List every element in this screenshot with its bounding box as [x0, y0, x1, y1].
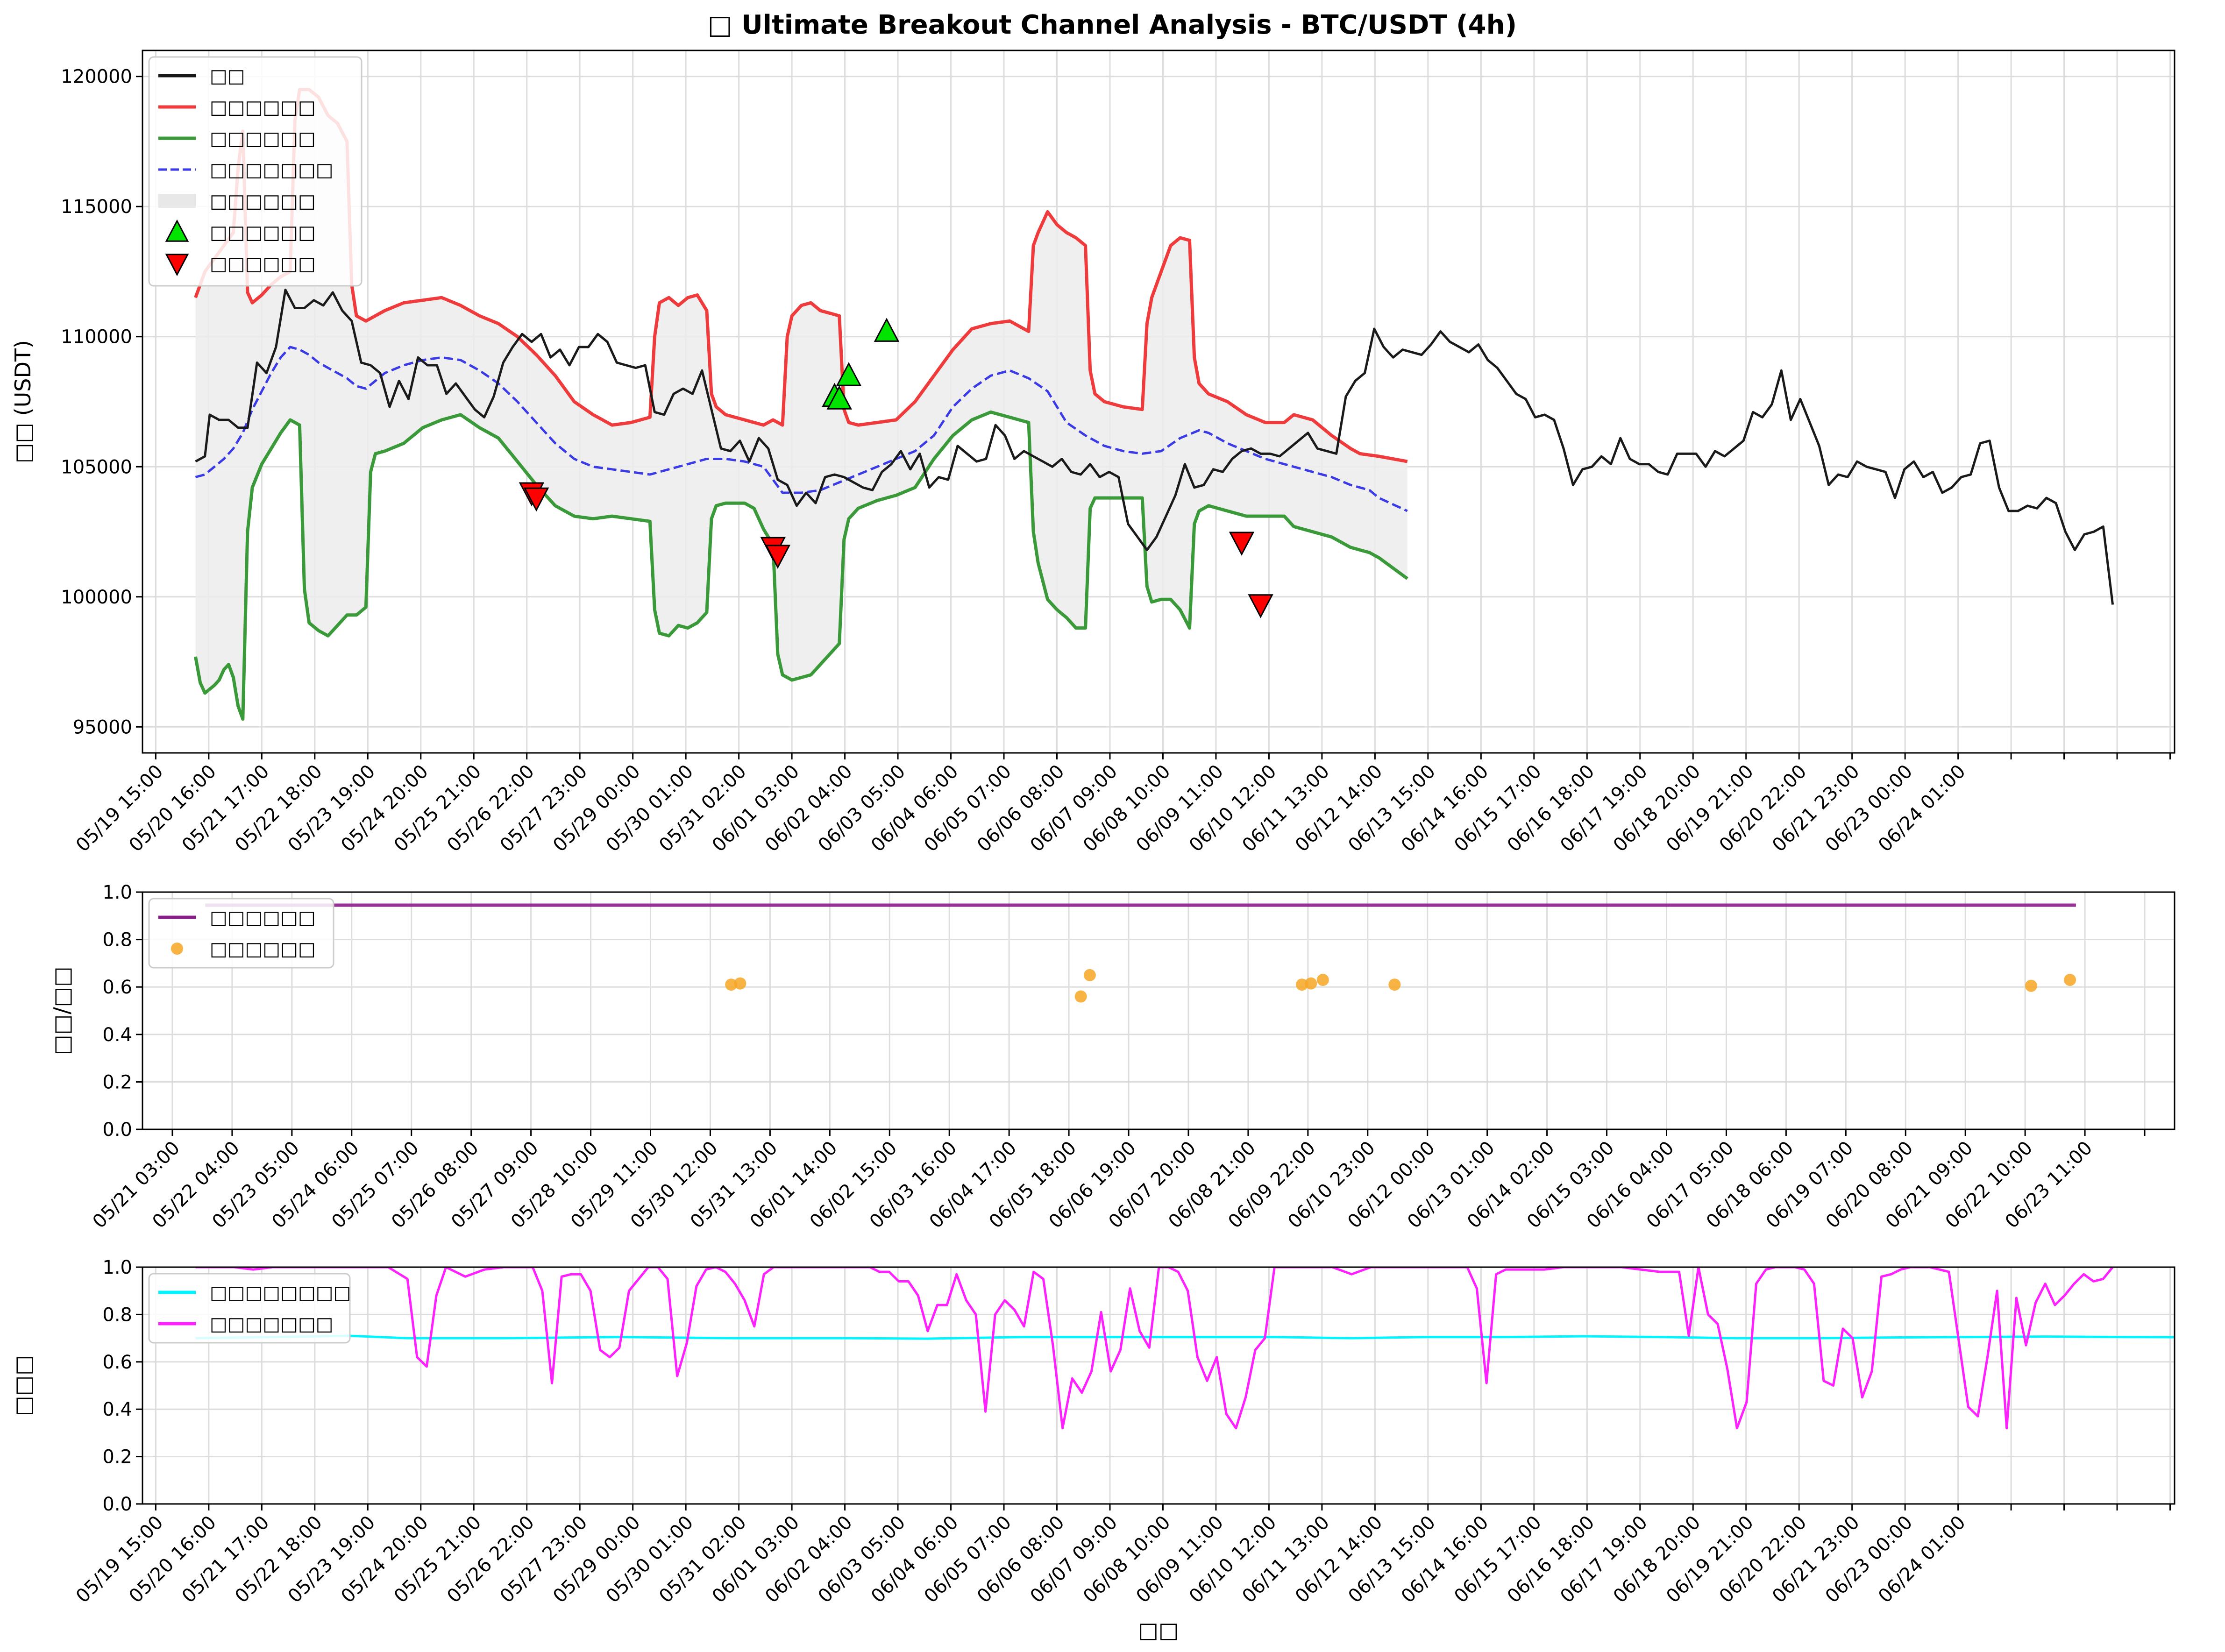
axes-frame — [142, 891, 2175, 1130]
figure-title: □ Ultimate Breakout Channel Analysis - B… — [708, 10, 1517, 40]
y-tick-label: 120000 — [61, 66, 132, 88]
legend-box — [148, 1273, 351, 1344]
x-axis-label: □□ — [1138, 1617, 1179, 1643]
legend: □□□□□□ □□□□□□ — [148, 898, 334, 969]
legend-label: □□□□□□□□ — [210, 1282, 351, 1304]
legend-label: □□□□□□ — [210, 97, 316, 118]
legend-label: □□□□□□ — [210, 253, 316, 275]
efficiency-line — [195, 1267, 2114, 1430]
y-tick-label: 110000 — [61, 326, 132, 348]
confidence-dot — [725, 978, 738, 991]
y-tick-label: 0.6 — [102, 977, 132, 998]
y-tick-label: 1.0 — [102, 1257, 132, 1278]
confidence-dot — [1083, 969, 1096, 981]
confidence-dot — [1074, 990, 1087, 1003]
y-tick-label: 0.6 — [102, 1352, 132, 1373]
legend-box — [148, 56, 363, 287]
axes-frame — [142, 1266, 2175, 1505]
y-tick-label: 0.8 — [102, 1304, 132, 1326]
y-tick-label: 0.8 — [102, 929, 132, 951]
breakout-down-marker — [765, 545, 791, 569]
axes-frame — [142, 50, 2175, 754]
lower-line — [194, 410, 1408, 721]
y-tick-label: 0.2 — [102, 1446, 132, 1468]
y-axis-label: □□/□□ — [49, 966, 74, 1055]
confidence-dot — [1388, 978, 1401, 991]
y-tick-label: 0.4 — [102, 1024, 132, 1046]
y-tick-label: 0.0 — [102, 1119, 132, 1141]
y-tick-label: 115000 — [61, 196, 132, 218]
middle-line — [195, 346, 1408, 512]
legend-dot-icon — [171, 943, 183, 955]
y-tick-label: 100000 — [61, 587, 132, 608]
legend: □□□□□□□□□□□□□□□□□□□□□□□□□□□□□□□□□□□□□□□ — [148, 56, 363, 287]
confidence-dot — [1296, 978, 1308, 991]
legend-label: □□□□□□□ — [210, 1313, 334, 1335]
legend-fill-icon — [158, 194, 196, 208]
confidence-dot — [734, 977, 746, 990]
confidence-dot — [1305, 977, 1317, 990]
plot-area — [195, 1267, 2175, 1430]
legend-label: □□□□□□ — [210, 128, 316, 149]
y-tick-label: 0.0 — [102, 1494, 132, 1515]
y-tick-label: 0.2 — [102, 1071, 132, 1093]
legend-label: □□□□□□ — [210, 938, 316, 960]
y-tick-label: 1.0 — [102, 882, 132, 903]
breakout-up-marker — [826, 385, 852, 410]
plot-area — [194, 88, 2114, 721]
breakout-down-marker — [1248, 594, 1273, 618]
y-tick-label: 0.4 — [102, 1399, 132, 1420]
legend-label: □□□□□□ — [210, 907, 316, 929]
liquidity-line — [195, 1334, 2175, 1340]
y-tick-label: 105000 — [61, 456, 132, 478]
legend-down-triangle-icon — [165, 254, 189, 277]
legend-label: □□□□□□□ — [210, 159, 334, 181]
channel-fill — [195, 89, 1408, 719]
confidence-dot — [1316, 973, 1329, 986]
breakout-down-marker — [1229, 532, 1255, 556]
legend-label: □□□□□□ — [210, 222, 316, 243]
price-line — [195, 289, 2114, 605]
y-axis-label: □□□ — [10, 1355, 36, 1416]
breakout-down-marker — [523, 487, 549, 512]
plot-area — [205, 903, 2076, 1003]
y-axis-label: □□ (USDT) — [10, 340, 36, 463]
confidence-dot — [2025, 979, 2037, 992]
legend-label: □□□□□□ — [210, 191, 316, 212]
breakout-up-marker — [874, 318, 900, 342]
legend: □□□□□□□□□□□□□□□ — [148, 1273, 351, 1344]
confidence-dot — [2064, 973, 2076, 986]
y-tick-label: 95000 — [73, 716, 132, 738]
legend-label: □□ — [210, 65, 245, 87]
legend-up-triangle-icon — [165, 219, 189, 242]
breakout-up-marker — [836, 362, 862, 386]
